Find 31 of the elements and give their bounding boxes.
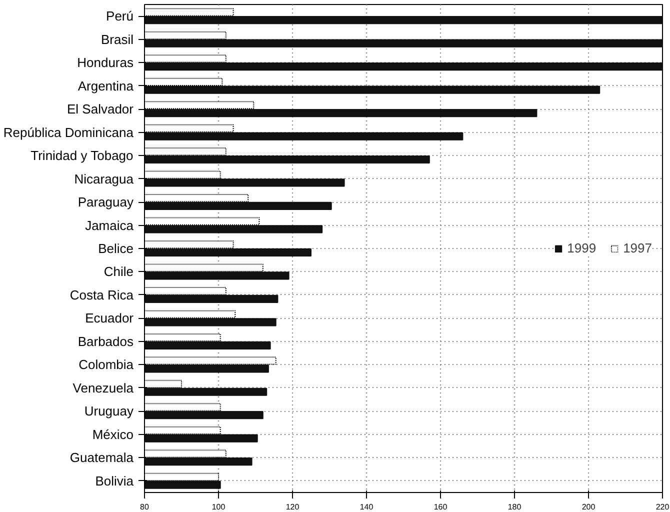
y-tick-label: Uruguay	[84, 404, 134, 419]
y-tick-label: Jamaica	[85, 218, 134, 233]
y-tick-label: Nicaragua	[74, 171, 134, 186]
x-tick-label: 80	[140, 502, 150, 512]
y-tick-label: El Salvador	[67, 102, 134, 117]
x-tick-label: 200	[582, 502, 596, 512]
legend-label: 1999	[567, 240, 596, 256]
y-tick-label: Trinidad y Tobago	[30, 148, 134, 164]
y-tick-label: Venezuela	[72, 380, 134, 396]
x-tick-label: 100	[212, 502, 226, 512]
y-tick-label: Costa Rica	[70, 287, 134, 302]
legend-label: 1997	[623, 240, 652, 256]
x-tick-label: 180	[508, 502, 522, 512]
y-tick-label: Paraguay	[78, 194, 134, 210]
y-tick-label: Guatemala	[70, 450, 134, 466]
y-tick-label: Chile	[104, 264, 134, 280]
x-tick-label: 220	[656, 502, 670, 512]
y-tick-label: Argentina	[78, 78, 134, 94]
y-tick-label: Ecuador	[85, 310, 134, 326]
x-tick-label: 140	[360, 502, 374, 512]
y-tick-label: Colombia	[78, 357, 134, 372]
y-tick-label: Belice	[98, 241, 134, 256]
x-tick-label: 120	[286, 502, 300, 512]
y-tick-label: Bolivia	[95, 473, 134, 488]
y-tick-label: Barbados	[78, 334, 134, 349]
y-tick-label: República Dominicana	[3, 124, 134, 140]
y-tick-label: Honduras	[77, 55, 134, 70]
y-tick-label: Brasil	[100, 32, 134, 47]
y-tick-label: Perú	[106, 8, 134, 24]
y-tick-label: México	[92, 426, 134, 442]
x-tick-label: 160	[434, 502, 448, 512]
